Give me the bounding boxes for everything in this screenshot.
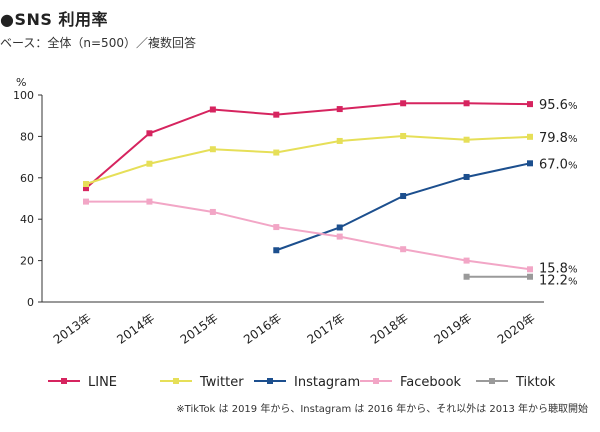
- data-point-line: [83, 185, 89, 192]
- data-point-tiktok: [527, 273, 533, 280]
- x-tick-label: 2020年: [495, 311, 538, 347]
- legend-marker-twitter: [173, 378, 179, 384]
- data-point-twitter: [273, 149, 280, 156]
- data-point-instagram: [336, 224, 343, 231]
- y-tick-label: 80: [20, 130, 34, 143]
- series-line-instagram: [275, 162, 531, 252]
- legend-label-instagram: Instagram: [294, 375, 360, 390]
- x-tick-label: 2015年: [178, 311, 221, 347]
- data-point-twitter: [400, 132, 407, 139]
- y-tick-label: 60: [20, 172, 34, 185]
- x-tick-label: 2013年: [51, 311, 94, 347]
- chart-title: ●SNS 利用率: [0, 10, 108, 29]
- legend-marker-line: [61, 378, 67, 384]
- data-point-line: [527, 101, 533, 108]
- data-point-facebook: [146, 198, 153, 205]
- data-point-line: [273, 111, 280, 118]
- series-line-twitter: [85, 134, 531, 185]
- end-value-label-twitter: 79.8%: [539, 131, 577, 146]
- data-point-facebook: [209, 208, 216, 215]
- data-point-twitter: [83, 181, 89, 188]
- data-point-twitter: [463, 136, 470, 143]
- data-point-twitter: [527, 133, 533, 140]
- legend-label-line: LINE: [88, 375, 117, 390]
- data-point-facebook: [83, 198, 89, 205]
- data-point-facebook: [463, 257, 470, 264]
- data-point-instagram: [273, 247, 280, 254]
- data-point-facebook: [527, 266, 533, 273]
- series-line-line: [85, 102, 531, 189]
- data-point-twitter: [336, 137, 343, 144]
- end-value-label-line: 95.6%: [539, 98, 577, 113]
- x-tick-label: 2018年: [368, 311, 411, 347]
- data-point-instagram: [527, 160, 533, 167]
- y-tick-label: 100: [13, 89, 34, 102]
- data-point-line: [336, 106, 343, 113]
- data-point-line: [209, 106, 216, 113]
- y-tick-label: 0: [27, 296, 34, 309]
- data-point-instagram: [463, 173, 470, 180]
- data-point-facebook: [273, 224, 280, 231]
- data-point-twitter: [146, 160, 153, 167]
- data-point-facebook: [336, 233, 343, 240]
- end-value-label-instagram: 67.0%: [539, 157, 577, 172]
- data-point-facebook: [400, 246, 407, 253]
- x-tick-label: 2014年: [114, 311, 157, 347]
- series-line-facebook: [86, 200, 531, 271]
- legend-label-twitter: Twitter: [199, 375, 244, 390]
- data-point-instagram: [400, 193, 407, 200]
- x-tick-label: 2019年: [431, 311, 474, 347]
- x-tick-label: 2017年: [305, 311, 348, 347]
- legend-marker-facebook: [373, 378, 379, 384]
- data-point-tiktok: [463, 273, 470, 280]
- y-axis-unit-label: %: [16, 76, 26, 89]
- data-point-line: [400, 100, 407, 107]
- legend-marker-instagram: [267, 378, 273, 384]
- x-tick-label: 2016年: [241, 311, 284, 347]
- data-point-twitter: [209, 146, 216, 153]
- chart-subtitle: ベース：全体（n=500）／複数回答: [0, 36, 196, 50]
- data-point-line: [146, 130, 153, 137]
- y-tick-label: 20: [20, 255, 34, 268]
- end-value-label-facebook: 15.8%: [539, 261, 577, 276]
- data-point-line: [463, 100, 470, 107]
- legend-label-facebook: Facebook: [400, 375, 462, 390]
- y-tick-label: 40: [20, 213, 34, 226]
- chart-footnote: ※TikTok は 2019 年から、Instagram は 2016 年から、…: [176, 404, 588, 415]
- legend-label-tiktok: Tiktok: [515, 375, 556, 390]
- legend-marker-tiktok: [489, 378, 495, 384]
- end-value-label-tiktok: 12.2%: [539, 274, 577, 289]
